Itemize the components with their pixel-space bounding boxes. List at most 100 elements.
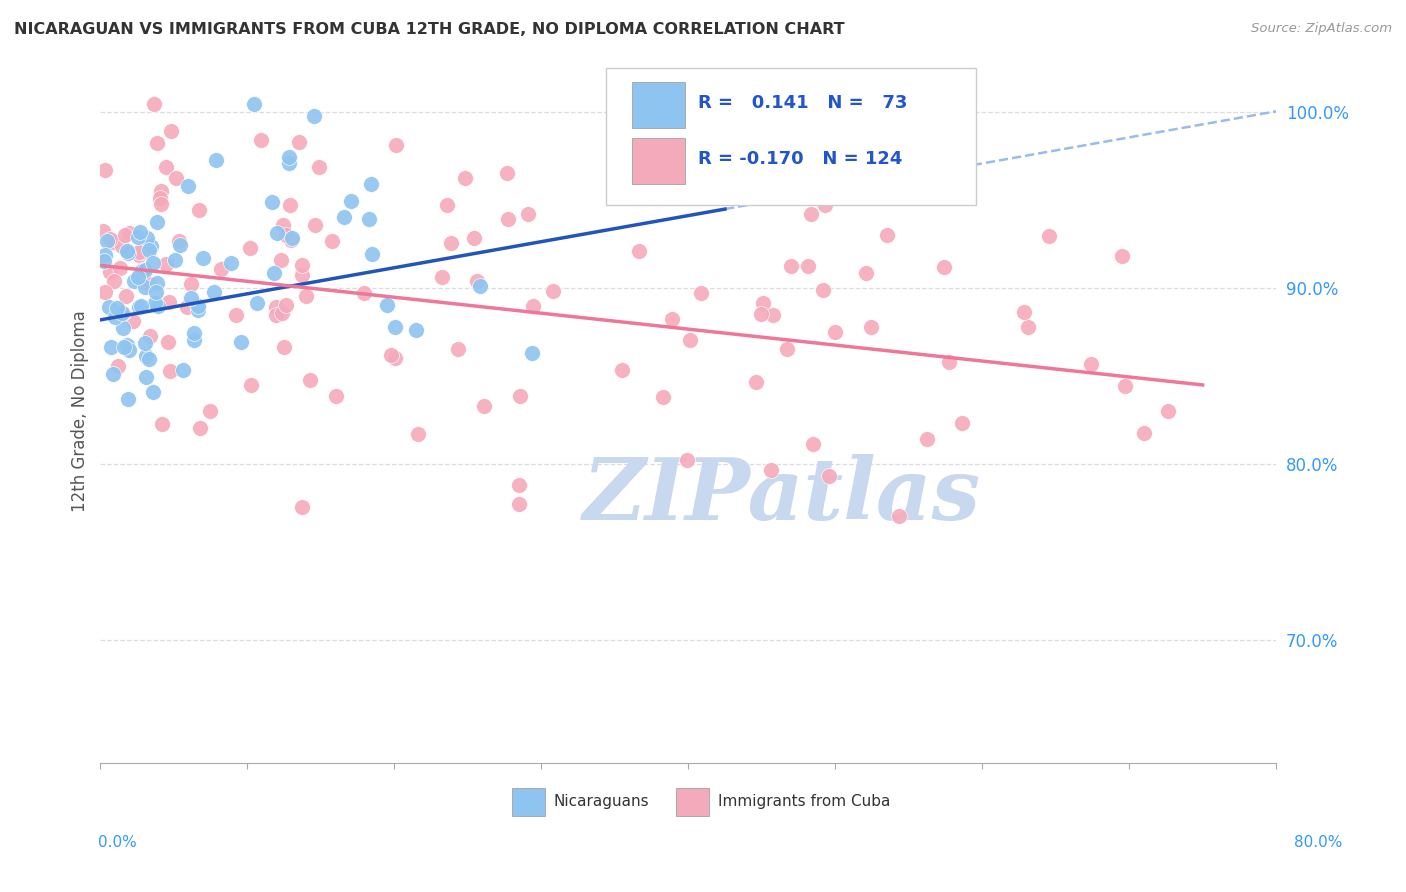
Point bbox=[111, 305, 134, 319]
Point bbox=[139, 239, 162, 253]
Point bbox=[385, 138, 408, 153]
Point bbox=[93, 253, 115, 268]
Point bbox=[745, 375, 768, 389]
FancyBboxPatch shape bbox=[606, 68, 976, 205]
Point bbox=[287, 136, 309, 150]
Point bbox=[797, 259, 820, 273]
Point bbox=[177, 178, 200, 193]
Bar bbox=[676, 788, 710, 816]
Point bbox=[264, 308, 287, 322]
Point bbox=[94, 285, 117, 300]
Point bbox=[117, 392, 139, 406]
Point bbox=[131, 264, 153, 278]
Point bbox=[304, 109, 326, 123]
Point bbox=[749, 307, 772, 321]
Point bbox=[541, 284, 564, 298]
Point bbox=[239, 241, 262, 255]
Point bbox=[127, 269, 149, 284]
Point bbox=[263, 266, 285, 280]
Point bbox=[209, 262, 232, 277]
Point bbox=[1114, 379, 1136, 393]
Point bbox=[138, 243, 160, 257]
Text: 80.0%: 80.0% bbox=[1295, 836, 1343, 850]
Point bbox=[278, 156, 301, 170]
Point bbox=[128, 300, 150, 314]
Point bbox=[117, 343, 139, 357]
Point bbox=[103, 274, 125, 288]
Point bbox=[183, 333, 205, 347]
Point bbox=[131, 245, 153, 260]
Point bbox=[628, 244, 651, 258]
Y-axis label: 12th Grade, No Diploma: 12th Grade, No Diploma bbox=[72, 310, 89, 512]
Point bbox=[321, 235, 343, 249]
Point bbox=[149, 191, 172, 205]
Point bbox=[1157, 404, 1180, 418]
Point bbox=[111, 239, 134, 253]
Point bbox=[165, 171, 187, 186]
Point bbox=[157, 294, 180, 309]
Point bbox=[122, 314, 145, 328]
Point bbox=[495, 166, 517, 180]
Text: 0.0%: 0.0% bbox=[98, 836, 138, 850]
Point bbox=[146, 300, 169, 314]
Point bbox=[752, 296, 775, 310]
Text: ZIPatlas: ZIPatlas bbox=[583, 454, 981, 538]
Point bbox=[465, 274, 488, 288]
Point bbox=[496, 212, 519, 227]
Text: Source: ZipAtlas.com: Source: ZipAtlas.com bbox=[1251, 22, 1392, 36]
Point bbox=[470, 279, 492, 293]
Point bbox=[340, 194, 363, 208]
Point bbox=[134, 335, 156, 350]
Point bbox=[277, 150, 299, 164]
Point bbox=[775, 342, 797, 356]
Point bbox=[887, 509, 910, 524]
Point bbox=[651, 390, 673, 404]
Point bbox=[127, 230, 149, 244]
Point bbox=[801, 437, 824, 451]
Point bbox=[308, 161, 330, 175]
Point bbox=[146, 277, 169, 291]
Point bbox=[150, 184, 173, 198]
Point bbox=[1012, 305, 1035, 319]
Point bbox=[150, 196, 173, 211]
Point bbox=[332, 210, 354, 224]
Point bbox=[359, 211, 381, 226]
Point bbox=[107, 359, 129, 374]
Point bbox=[117, 226, 139, 240]
Point bbox=[134, 262, 156, 277]
Point bbox=[859, 320, 882, 334]
Point bbox=[361, 247, 384, 261]
Point bbox=[520, 346, 543, 360]
Point bbox=[128, 245, 150, 260]
Bar bbox=[631, 138, 685, 184]
Point bbox=[135, 349, 157, 363]
Point bbox=[94, 248, 117, 262]
Point bbox=[183, 326, 205, 341]
Point bbox=[375, 297, 398, 311]
Point bbox=[440, 235, 463, 250]
Point bbox=[101, 235, 124, 249]
Point bbox=[243, 96, 266, 111]
Point bbox=[146, 215, 169, 229]
Point bbox=[145, 285, 167, 299]
Point bbox=[112, 341, 135, 355]
Point bbox=[129, 299, 152, 313]
Point bbox=[98, 232, 121, 246]
Point bbox=[325, 389, 347, 403]
Point bbox=[1080, 358, 1102, 372]
Point bbox=[225, 308, 247, 322]
Point bbox=[155, 257, 177, 271]
Point bbox=[380, 348, 402, 362]
Point bbox=[246, 295, 269, 310]
Point bbox=[114, 227, 136, 242]
Point bbox=[274, 227, 297, 242]
Point bbox=[353, 286, 375, 301]
Point bbox=[131, 263, 153, 277]
Point bbox=[104, 310, 127, 324]
Point bbox=[675, 453, 697, 467]
Bar bbox=[631, 82, 685, 128]
Point bbox=[463, 231, 485, 245]
Point bbox=[406, 426, 429, 441]
Point bbox=[759, 463, 782, 477]
Point bbox=[638, 165, 661, 179]
